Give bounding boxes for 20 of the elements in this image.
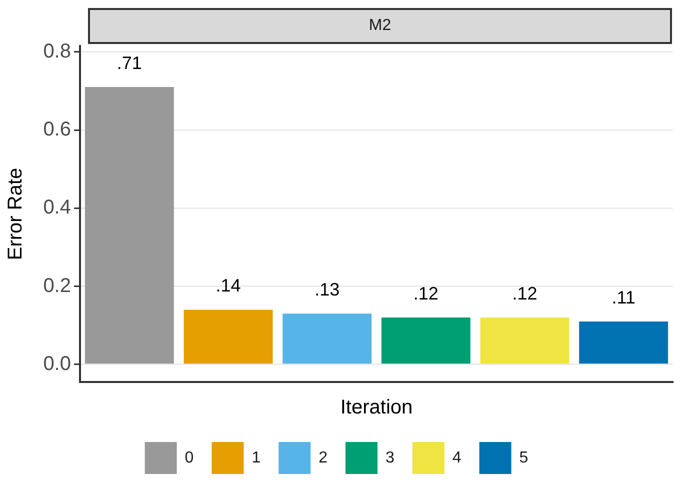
data-label: .71 — [116, 52, 142, 73]
legend-label: 2 — [318, 449, 328, 466]
data-label: .14 — [216, 276, 241, 296]
data-label: .13 — [314, 280, 340, 300]
legend-label: 0 — [184, 449, 194, 466]
legend-label: 3 — [386, 449, 394, 466]
x-axis-title: Iteration — [340, 396, 413, 419]
y-axis-title: Error Rate — [4, 168, 27, 260]
legend-label: 1 — [252, 449, 261, 466]
y-tick-label: 0.6 — [43, 118, 71, 141]
data-label: .12 — [413, 284, 438, 304]
legend-label: 4 — [452, 449, 462, 466]
chart-title: M2 — [88, 8, 672, 44]
y-tick-label: 0.2 — [43, 274, 71, 297]
data-label: .11 — [612, 287, 636, 308]
y-tick-label: 0.8 — [43, 40, 71, 62]
data-label: .12 — [512, 284, 538, 304]
legend-label: 5 — [519, 449, 528, 466]
y-tick-label: 0.0 — [43, 352, 71, 375]
y-tick-label: 0.4 — [43, 196, 71, 219]
